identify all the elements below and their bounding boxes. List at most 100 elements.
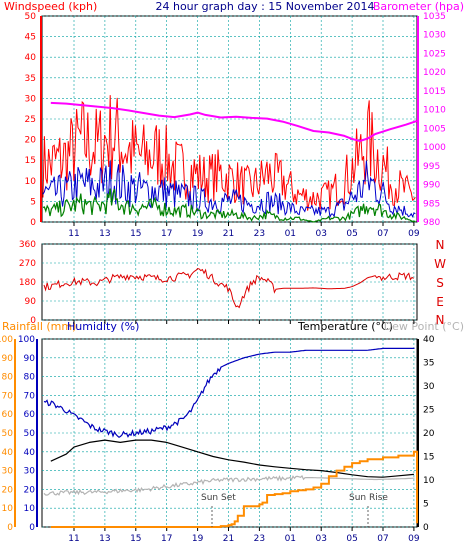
windspeed-tick-label: 5: [30, 197, 36, 207]
x-tick-label: 09: [408, 229, 420, 239]
x-tick-label: 03: [315, 534, 326, 544]
barometer-tick-label: 1020: [423, 68, 446, 78]
direction-tick-label: 360: [19, 240, 36, 250]
temperature-tick-label: 40: [423, 335, 435, 345]
chart-title: 24 hour graph day : 15 November 2014: [155, 0, 374, 13]
x-tick-label: 01: [285, 229, 296, 239]
compass-label: N: [436, 313, 445, 327]
temperature-tick-label: 10: [423, 476, 435, 486]
windspeed-tick-label: 35: [25, 74, 36, 84]
x-tick-label: 15: [130, 534, 141, 544]
humidity-tick-label: 20: [24, 485, 36, 495]
windspeed-tick-label: 40: [25, 53, 37, 63]
x-tick-label: 13: [99, 229, 110, 239]
compass-label: S: [436, 276, 444, 290]
windspeed-tick-label: 15: [25, 156, 36, 166]
humidity-tick-label: 10: [24, 504, 36, 514]
direction-tick-label: 0: [30, 316, 36, 326]
humidity-tick-label: 80: [24, 373, 36, 383]
temperature-tick-label: 30: [423, 382, 435, 392]
rainfall-tick-label: 10: [2, 504, 14, 514]
humidity-tick-label: 90: [24, 354, 36, 364]
x-tick-label: 13: [99, 534, 110, 544]
wind-barometer-panel: 11 13 15 17 19 21 23 01 03 05 07 090510152025303540…: [25, 12, 447, 239]
windspeed-gust-line: [42, 95, 416, 211]
barometer-tick-label: 990: [423, 181, 440, 191]
x-tick-label: 11: [68, 229, 79, 239]
humidity-tick-label: 100: [18, 335, 35, 345]
barometer-tick-label: 1025: [423, 49, 446, 59]
temperature-tick-label: 0: [423, 523, 429, 533]
rainfall-tick-label: 40: [2, 448, 14, 458]
wind-direction-panel: 0 90 180 270 360: [19, 240, 418, 326]
rainfall-tick-label: 0: [7, 523, 13, 533]
x-tick-label: 09: [408, 534, 420, 544]
humidity-tick-label: 0: [29, 523, 35, 533]
compass-label: W: [434, 257, 446, 271]
temperature-tick-label: 25: [423, 406, 434, 416]
windspeed-lull-line: [42, 188, 416, 223]
sun-set-label: Sun Set: [201, 493, 236, 503]
x-tick-label: 07: [377, 229, 388, 239]
temperature-axis-title: Temperature (°C): [297, 320, 393, 333]
x-tick-label: 05: [346, 229, 357, 239]
x-tick-label: 17: [161, 229, 172, 239]
barometer-axis-title: Barometer (hpa): [373, 0, 464, 13]
x-tick-label: 21: [223, 229, 234, 239]
x-tick-label: 03: [315, 229, 326, 239]
windspeed-average-line: [42, 160, 416, 219]
x-tick-label: 23: [254, 229, 265, 239]
wind-direction-line: [43, 268, 414, 309]
barometer-tick-label: 1015: [423, 87, 446, 97]
dewpoint-axis-title: Dew Point (°C): [384, 320, 464, 333]
rainfall-tick-label: 90: [2, 354, 14, 364]
temperature-line: [50, 439, 414, 478]
barometer-tick-label: 980: [423, 218, 440, 228]
windspeed-tick-label: 10: [25, 177, 37, 187]
barometer-tick-label: 1035: [423, 12, 446, 22]
windspeed-tick-label: 30: [25, 94, 37, 104]
x-tick-label: 01: [285, 534, 296, 544]
rainfall-tick-label: 50: [2, 429, 14, 439]
windspeed-axis-title: Windspeed (kph): [4, 0, 97, 13]
x-tick-label: 21: [223, 534, 234, 544]
windspeed-tick-label: 0: [30, 218, 36, 228]
humidity-axis-title: Humidity (%): [67, 320, 139, 333]
x-tick-label: 23: [254, 534, 265, 544]
barometer-tick-label: 985: [423, 199, 440, 209]
rainfall-tick-label: 60: [2, 410, 14, 420]
x-tick-label: 17: [161, 534, 172, 544]
direction-tick-label: 270: [19, 259, 36, 269]
windspeed-tick-label: 20: [25, 136, 37, 146]
dewpoint-line: [43, 475, 415, 496]
humidity-tick-label: 50: [24, 429, 36, 439]
x-tick-label: 19: [192, 534, 204, 544]
compass-label: N: [436, 238, 445, 252]
humidity-tick-label: 60: [24, 410, 36, 420]
temperature-tick-label: 35: [423, 359, 434, 369]
windspeed-tick-label: 50: [25, 12, 37, 22]
barometer-tick-label: 1010: [423, 106, 446, 116]
compass-label: E: [436, 295, 444, 309]
temperature-tick-label: 5: [423, 500, 429, 510]
rainfall-tick-label: 70: [2, 391, 14, 401]
barometer-tick-label: 1005: [423, 124, 446, 134]
direction-tick-label: 90: [25, 297, 37, 307]
windspeed-tick-label: 45: [25, 33, 36, 43]
rain-humidity-temperature-panel: 11 13 15 17 19 21 23 01 03 05 07 090102030405060708…: [0, 335, 435, 544]
temperature-tick-label: 15: [423, 453, 434, 463]
x-tick-label: 11: [68, 534, 79, 544]
rainfall-axis-title: Rainfall (mm): [2, 320, 76, 333]
rainfall-line: [50, 450, 418, 528]
sun-rise-label: Sun Rise: [349, 493, 388, 503]
compass-labels: N W S E N: [434, 238, 446, 327]
x-tick-label: 07: [377, 534, 388, 544]
barometer-tick-label: 1000: [423, 143, 446, 153]
humidity-tick-label: 40: [24, 448, 36, 458]
barometer-tick-label: 1030: [423, 31, 446, 41]
rainfall-tick-label: 80: [2, 373, 14, 383]
barometer-tick-label: 995: [423, 162, 440, 172]
x-tick-label: 05: [346, 534, 357, 544]
direction-tick-label: 180: [19, 278, 36, 288]
